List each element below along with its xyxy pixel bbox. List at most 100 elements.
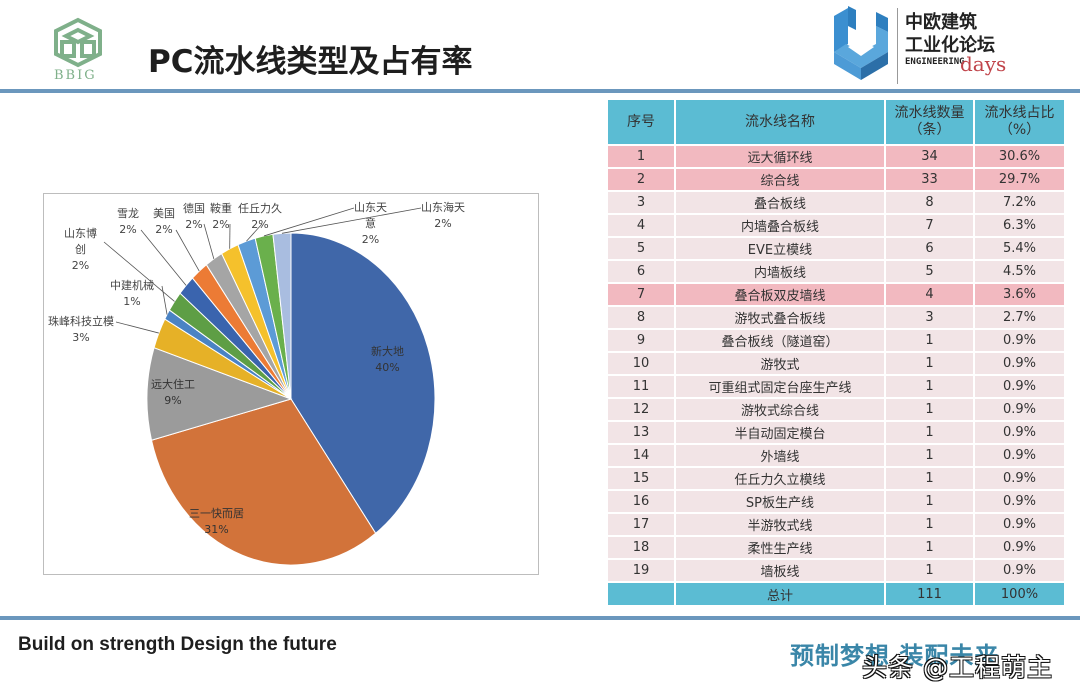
pie-label-shandong-bochuang: 山东博创 2% xyxy=(64,227,97,272)
row-name: 游牧式综合线 xyxy=(675,399,884,420)
row-name: 任丘力久立模线 xyxy=(675,468,884,489)
row-name: 游牧式叠合板线 xyxy=(675,307,884,328)
total-no xyxy=(608,583,674,605)
slogan-chinese: 预制梦想 装配未来 xyxy=(790,642,1000,670)
row-pct: 0.9% xyxy=(975,330,1064,351)
pie-slice xyxy=(146,347,293,441)
pie-label-xuelong: 雪龙 2% xyxy=(117,207,139,236)
row-name: 柔性生产线 xyxy=(675,537,884,558)
table-row: 17 半游牧式线 1 0.9% xyxy=(608,514,1064,535)
row-name: 内墙叠合板线 xyxy=(675,215,884,236)
row-no: 16 xyxy=(608,491,674,512)
brand-engineering: ENGINEERING xyxy=(905,57,965,67)
pie-chart: 新大地 40% 三一快而居 31% 远大住工 9% 珠峰科技立模 3% 中建机械 1% 山… xyxy=(43,193,539,575)
row-count: 1 xyxy=(885,422,973,443)
table-row: 14 外墙线 1 0.9% xyxy=(608,445,1064,466)
table-row: 5 EVE立模线 6 5.4% xyxy=(608,238,1064,259)
row-count: 1 xyxy=(885,445,973,466)
row-pct: 0.9% xyxy=(975,537,1064,558)
table-row: 15 任丘力久立模线 1 0.9% xyxy=(608,468,1064,489)
table-row: 13 半自动固定模台 1 0.9% xyxy=(608,422,1064,443)
pie-slice xyxy=(150,398,377,566)
watermark: 头条 @工程萌主 xyxy=(862,653,1053,682)
table-row: 4 内墙叠合板线 7 6.3% xyxy=(608,215,1064,236)
brand-name-line1: 中欧建筑 xyxy=(905,12,977,33)
table-row: 6 内墙板线 5 4.5% xyxy=(608,261,1064,282)
row-no: 3 xyxy=(608,192,674,213)
brand-days: days xyxy=(960,52,1007,76)
row-no: 11 xyxy=(608,376,674,397)
table-row: 7 叠合板双皮墙线 4 3.6% xyxy=(608,284,1064,305)
engineering-days-logo xyxy=(826,4,896,84)
row-count: 1 xyxy=(885,353,973,374)
pie-label-deguo: 德国 2% xyxy=(183,202,205,231)
row-pct: 2.7% xyxy=(975,307,1064,328)
row-count: 33 xyxy=(885,169,973,190)
row-no: 8 xyxy=(608,307,674,328)
row-count: 1 xyxy=(885,399,973,420)
row-no: 5 xyxy=(608,238,674,259)
pie-label-shandong-tianyi: 山东天意 2% xyxy=(354,201,387,246)
bbig-logo-text: BBIG xyxy=(54,68,97,83)
row-no: 10 xyxy=(608,353,674,374)
row-no: 18 xyxy=(608,537,674,558)
row-count: 5 xyxy=(885,261,973,282)
table-total-row: 总计 111 100% xyxy=(608,583,1064,605)
row-pct: 7.2% xyxy=(975,192,1064,213)
row-pct: 0.9% xyxy=(975,468,1064,489)
row-count: 1 xyxy=(885,491,973,512)
row-no: 6 xyxy=(608,261,674,282)
row-no: 9 xyxy=(608,330,674,351)
leader-line xyxy=(115,321,159,334)
row-name: 内墙板线 xyxy=(675,261,884,282)
table-row: 10 游牧式 1 0.9% xyxy=(608,353,1064,374)
hexagon-six-logo-icon xyxy=(834,6,888,80)
header-count: 流水线数量 （条） xyxy=(885,100,973,144)
row-count: 34 xyxy=(885,146,973,167)
row-count: 3 xyxy=(885,307,973,328)
total-pct: 100% xyxy=(975,583,1064,605)
leader-line xyxy=(175,229,200,272)
total-label: 总计 xyxy=(675,583,884,605)
pie-label-renqiu: 任丘力久 2% xyxy=(238,202,282,231)
leader-line xyxy=(203,223,215,259)
table-row: 9 叠合板线（隧道窑） 1 0.9% xyxy=(608,330,1064,351)
page-title: PC流水线类型及占有率 xyxy=(148,44,473,80)
row-no: 13 xyxy=(608,422,674,443)
row-count: 1 xyxy=(885,330,973,351)
row-name: 半自动固定模台 xyxy=(675,422,884,443)
pipeline-table: 序号 流水线名称 流水线数量 （条） 流水线占比 （%） 1 远大循环线 34 30.6%… xyxy=(606,98,1066,607)
row-count: 1 xyxy=(885,468,973,489)
row-name: EVE立模线 xyxy=(675,238,884,259)
row-no: 14 xyxy=(608,445,674,466)
row-pct: 0.9% xyxy=(975,399,1064,420)
slogan-english: Build on strength Design the future xyxy=(18,634,337,655)
row-no: 19 xyxy=(608,560,674,581)
leader-line xyxy=(246,223,263,242)
total-count: 111 xyxy=(885,583,973,605)
leader-line xyxy=(161,285,168,315)
leader-line xyxy=(140,229,187,286)
leader-line xyxy=(263,207,355,237)
header-name: 流水线名称 xyxy=(675,100,884,144)
row-count: 1 xyxy=(885,376,973,397)
bbig-logo: BBIG xyxy=(50,16,110,86)
row-count: 1 xyxy=(885,514,973,535)
row-count: 4 xyxy=(885,284,973,305)
row-name: 叠合板线 xyxy=(675,192,884,213)
row-no: 7 xyxy=(608,284,674,305)
table-row: 3 叠合板线 8 7.2% xyxy=(608,192,1064,213)
table-row: 2 综合线 33 29.7% xyxy=(608,169,1064,190)
row-pct: 6.3% xyxy=(975,215,1064,236)
row-pct: 0.9% xyxy=(975,560,1064,581)
pie-label-sanyi: 三一快而居 31% xyxy=(189,507,244,536)
header-divider xyxy=(0,89,1080,93)
cube-logo-icon xyxy=(54,17,102,68)
row-count: 7 xyxy=(885,215,973,236)
pie-label-zhufeng: 珠峰科技立模 3% xyxy=(48,315,114,344)
row-no: 12 xyxy=(608,399,674,420)
row-name: 远大循环线 xyxy=(675,146,884,167)
header-no: 序号 xyxy=(608,100,674,144)
table-row: 8 游牧式叠合板线 3 2.7% xyxy=(608,307,1064,328)
header-pct: 流水线占比 （%） xyxy=(975,100,1064,144)
